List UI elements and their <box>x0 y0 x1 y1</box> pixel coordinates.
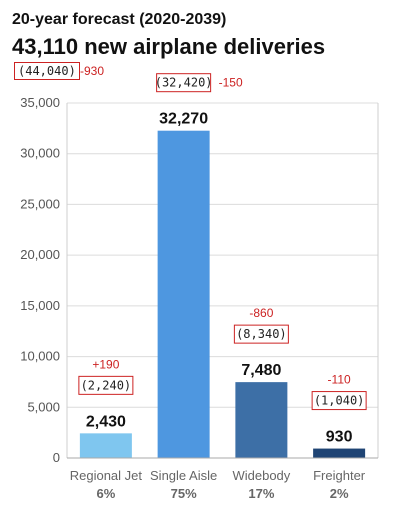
bar-widebody <box>235 382 288 458</box>
previous-value-box <box>233 324 289 344</box>
previous-value-box <box>156 73 212 93</box>
y-tick-label: 15,000 <box>20 298 60 313</box>
y-tick-label: 5,000 <box>27 399 60 414</box>
x-share-label: 2% <box>330 486 349 501</box>
y-tick-label: 30,000 <box>20 146 60 161</box>
bar-regional-jet <box>79 433 132 458</box>
bar-value-label: 32,270 <box>159 111 208 128</box>
bar-value-label: 930 <box>326 429 353 446</box>
y-tick-label: 10,000 <box>20 349 60 364</box>
x-category-label: Widebody <box>232 468 290 483</box>
total-delta-label: -930 <box>80 64 105 78</box>
y-tick-label: 0 <box>53 450 60 465</box>
bar-single-aisle <box>157 130 210 458</box>
x-share-label: 17% <box>248 486 274 501</box>
delta-label: -150 <box>219 76 243 90</box>
y-tick-label: 20,000 <box>20 247 60 262</box>
y-tick-label: 25,000 <box>20 196 60 211</box>
delta-label: -110 <box>328 373 351 387</box>
bar-freighter <box>313 448 366 458</box>
x-category-label: Freighter <box>313 468 366 483</box>
x-share-label: 6% <box>96 486 115 501</box>
previous-value-label: (1,040) <box>314 394 365 408</box>
previous-value-label: (8,340) <box>236 327 287 341</box>
total-previous-label: (44,040) <box>14 62 80 80</box>
previous-value-label: (32,420) <box>155 76 213 90</box>
previous-value-label: (2,240) <box>81 378 132 392</box>
x-share-label: 75% <box>171 486 197 501</box>
y-tick-label: 35,000 <box>20 95 60 110</box>
previous-value-box <box>311 391 367 411</box>
x-category-label: Regional Jet <box>70 468 143 483</box>
chart-title: 20-year forecast (2020-2039) <box>12 11 227 28</box>
bar-value-label: 2,430 <box>86 413 126 430</box>
x-category-label: Single Aisle <box>150 468 217 483</box>
bar-value-label: 7,480 <box>241 362 281 379</box>
previous-value-box <box>78 375 134 395</box>
delta-label: +190 <box>92 357 119 371</box>
chart-subtitle: 43,110 new airplane deliveries <box>12 34 326 59</box>
delta-label: -860 <box>249 306 273 320</box>
